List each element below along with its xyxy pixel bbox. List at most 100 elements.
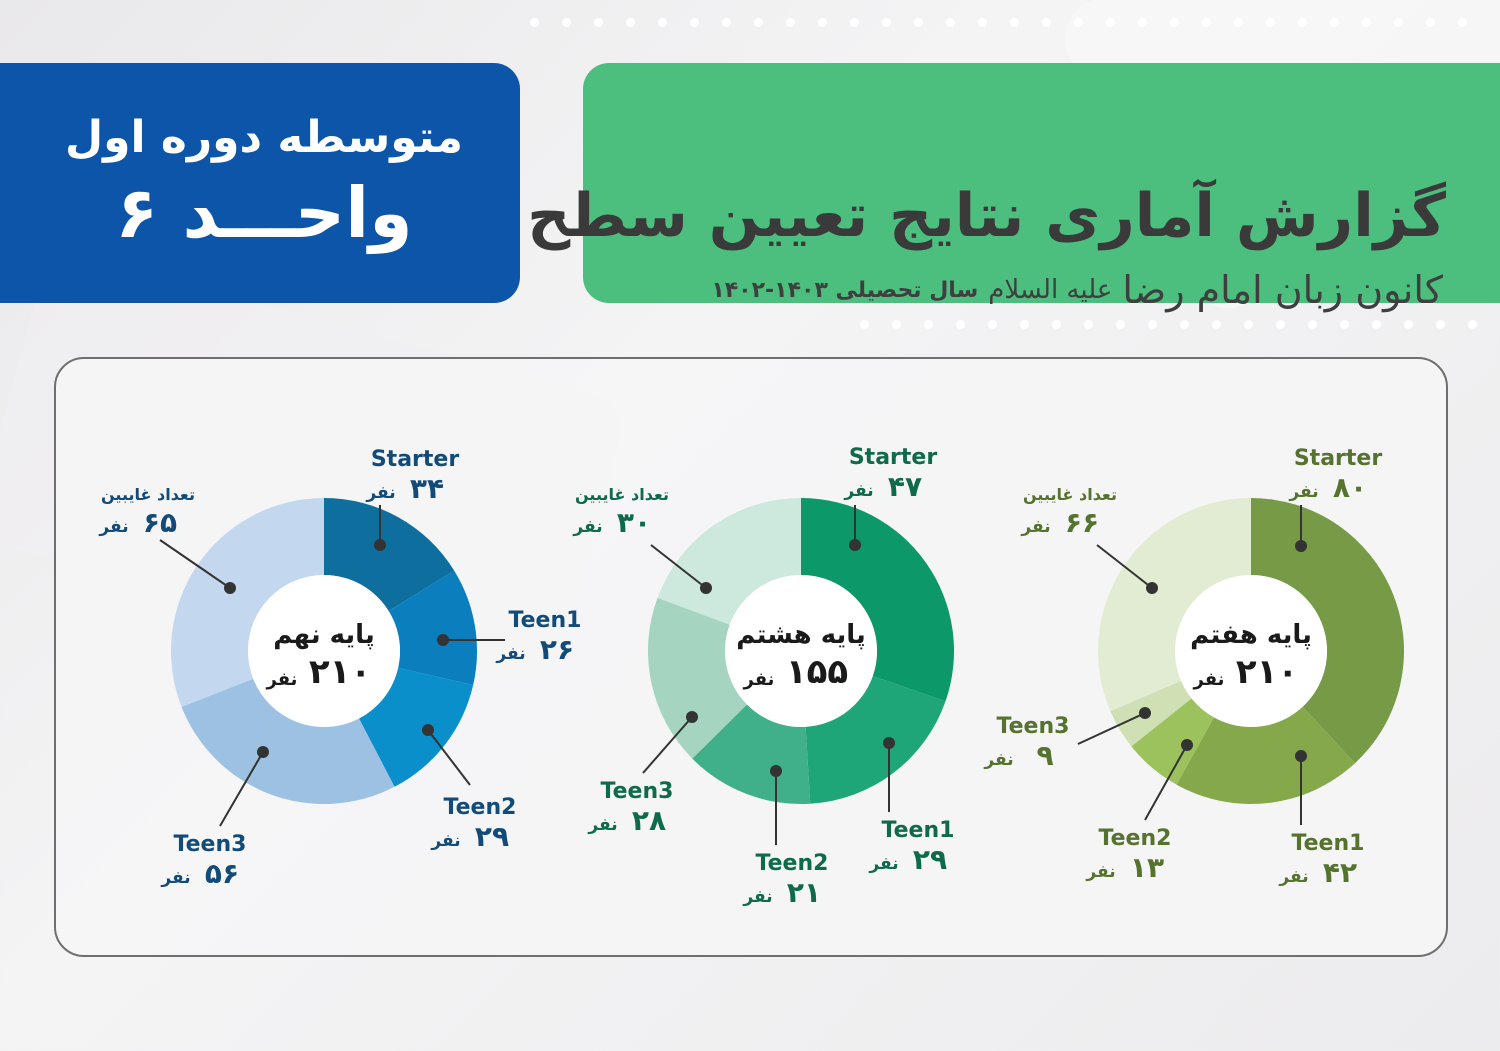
dot — [956, 320, 965, 329]
dot — [1372, 320, 1381, 329]
subtitle-row: کانون زبان امام رضا عليه السلام سال تحصی… — [711, 268, 1443, 312]
donut-hole — [1175, 575, 1327, 727]
slice-unit-label: نفر — [430, 831, 460, 851]
dot — [1362, 18, 1371, 27]
leader-dot — [1146, 582, 1158, 594]
slice-value-label: ۵۶ — [205, 857, 239, 890]
dot — [562, 18, 571, 27]
slice-value-label: ۲۸ — [632, 804, 666, 837]
slice-unit-label: نفر — [983, 750, 1013, 770]
dot — [626, 18, 635, 27]
academic-year: سال تحصیلی ۱۴۰۳-۱۴۰۲ — [711, 277, 979, 303]
dot — [1010, 18, 1019, 27]
slice-category-label: Starter — [371, 447, 459, 472]
dot — [1052, 320, 1061, 329]
dot — [1212, 320, 1221, 329]
leader-dot — [224, 582, 236, 594]
dot — [1244, 320, 1253, 329]
donut-hole — [725, 575, 877, 727]
center-total: ۲۱۰ — [309, 652, 371, 692]
slice-value-label: ۶۶ — [1065, 506, 1099, 539]
dot — [860, 320, 869, 329]
donut-slice-2-2 — [805, 675, 946, 804]
dot — [1148, 320, 1157, 329]
donut-slice-2-3 — [692, 704, 811, 804]
dot — [1180, 320, 1189, 329]
center-total: ۲۱۰ — [1236, 652, 1298, 692]
leader-dot — [1139, 707, 1151, 719]
dot — [690, 18, 699, 27]
donut-slice-2-1 — [801, 498, 954, 702]
unit-label: واحـــد ۶ — [115, 172, 413, 254]
dot — [1202, 18, 1211, 27]
slice-unit-label: نفر — [742, 887, 772, 907]
dot — [594, 18, 603, 27]
slice-category-label: Starter — [849, 445, 937, 470]
slice-value-label: ۲۹ — [913, 843, 947, 876]
slice-unit-label: نفر — [572, 517, 602, 537]
donut-slice-3-3 — [1131, 698, 1214, 785]
slice-category-label: Teen2 — [444, 795, 517, 820]
dot — [1458, 18, 1467, 27]
leader-dot — [437, 634, 449, 646]
slice-unit-label: نفر — [1288, 482, 1318, 502]
slice-unit-label: نفر — [868, 854, 898, 874]
header-blue-box — [0, 63, 520, 303]
center-unit: نفر — [743, 669, 775, 690]
donut-slice-2-4 — [647, 597, 747, 759]
slice-category-label: تعداد غایبین — [101, 485, 195, 504]
leader-line — [427, 729, 471, 786]
slice-category-label: Teen3 — [601, 779, 674, 804]
dot — [1170, 18, 1179, 27]
dot — [1116, 320, 1125, 329]
dot — [1138, 18, 1147, 27]
slice-value-label: ۲۹ — [475, 820, 509, 853]
dot — [1404, 320, 1413, 329]
slice-value-label: ۲۶ — [540, 633, 574, 666]
dot — [530, 18, 539, 27]
leader-line — [1144, 744, 1188, 821]
dot — [882, 18, 891, 27]
center-title: پایه نهم — [273, 620, 374, 650]
dot — [1084, 320, 1093, 329]
leader-line — [642, 716, 693, 774]
center-title: پایه هفتم — [1190, 620, 1312, 650]
leader-dot — [1295, 750, 1307, 762]
slice-value-label: ۳۰ — [617, 506, 651, 539]
dot — [1340, 320, 1349, 329]
slice-category-label: Teen3 — [174, 832, 247, 857]
dot — [1020, 320, 1029, 329]
slice-category-label: Teen3 — [997, 714, 1070, 739]
donut-slice-1-5 — [170, 498, 324, 707]
dot — [946, 18, 955, 27]
leader-dot — [422, 724, 434, 736]
slice-value-label: ۶۵ — [143, 506, 177, 539]
leader-dot — [770, 765, 782, 777]
slice-value-label: ۳۴ — [410, 472, 444, 505]
slice-value-label: ۱۳ — [1130, 851, 1164, 884]
leader-dot — [1295, 540, 1307, 552]
dot — [722, 18, 731, 27]
slice-category-label: تعداد غایبین — [575, 485, 669, 504]
leader-line — [219, 751, 264, 827]
center-title: پایه هشتم — [736, 620, 866, 650]
slice-category-label: تعداد غایبین — [1023, 485, 1117, 504]
slice-value-label: ۴۲ — [1323, 856, 1357, 889]
dot — [818, 18, 827, 27]
dot — [892, 320, 901, 329]
slice-category-label: Teen1 — [1292, 831, 1365, 856]
donut-slice-1-2 — [388, 570, 478, 686]
dot — [754, 18, 763, 27]
dot — [1330, 18, 1339, 27]
slice-category-label: Teen2 — [1099, 826, 1172, 851]
leader-dot — [257, 746, 269, 758]
dot — [850, 18, 859, 27]
leader-line — [1096, 544, 1153, 589]
dot — [1266, 18, 1275, 27]
header-green-box: گزارش آماری نتایج تعیین سطح کانون زبان ا… — [527, 63, 1500, 312]
slice-value-label: ۴۷ — [888, 470, 922, 503]
slice-unit-label: نفر — [1085, 862, 1115, 882]
dot — [1074, 18, 1083, 27]
donut-slice-2-5 — [657, 498, 801, 625]
dot — [914, 18, 923, 27]
